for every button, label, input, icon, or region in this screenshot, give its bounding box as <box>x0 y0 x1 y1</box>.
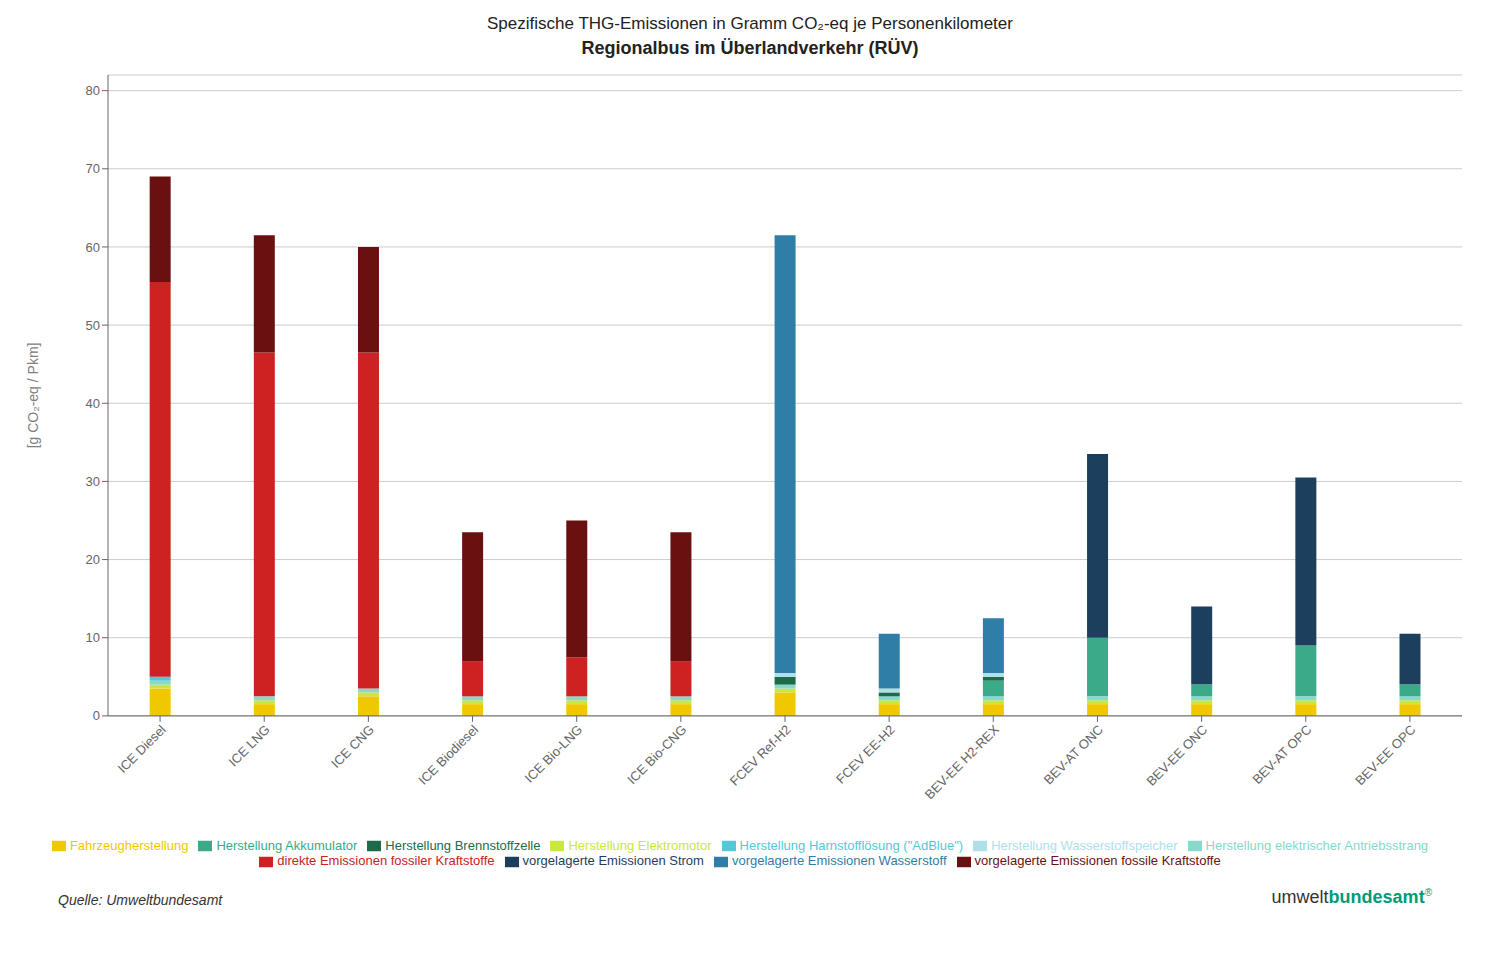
svg-text:80: 80 <box>86 83 100 98</box>
svg-text:60: 60 <box>86 240 100 255</box>
svg-text:BEV-AT ONC: BEV-AT ONC <box>1041 722 1106 787</box>
svg-text:[g CO₂-eq / Pkm]: [g CO₂-eq / Pkm] <box>25 343 41 449</box>
svg-text:ICE LNG: ICE LNG <box>225 722 272 769</box>
html-text:Herstellung Brennstoffzelle: Herstellung Brennstoffzelle <box>385 837 541 853</box>
html-text:Herstellung Elektromotor: Herstellung Elektromotor <box>568 837 712 853</box>
svg-text:ICE CNG: ICE CNG <box>328 722 377 771</box>
svg-text:ICE Bio-LNG: ICE Bio-LNG <box>522 722 586 786</box>
html-text:vorgelagerte Emissionen Strom: vorgelagerte Emissionen Strom <box>522 853 704 869</box>
svg-text:10: 10 <box>86 630 100 645</box>
html-text:Herstellung Wasserstoffspeiche: Herstellung Wasserstoffspeicher <box>991 837 1178 853</box>
svg-text:30: 30 <box>86 474 100 489</box>
svg-text:BEV-AT OPC: BEV-AT OPC <box>1249 722 1314 787</box>
html-text:Fahrzeugherstellung: Fahrzeugherstellung <box>69 837 189 853</box>
svg-text:BEV-EE OPC: BEV-EE OPC <box>1352 722 1418 788</box>
svg-text:BEV-EE H2-REX: BEV-EE H2-REX <box>922 722 1002 802</box>
html-text:Herstellung Akkumulator: Herstellung Akkumulator <box>216 837 358 853</box>
html-text:Regionalbus im Überlandverkehr: Regionalbus im Überlandverkehr (RÜV) <box>581 38 919 58</box>
html-text:Herstellung Harnstofflösung (": Herstellung Harnstofflösung ("AdBlue") <box>739 837 964 853</box>
svg-text:0: 0 <box>93 708 100 723</box>
html-text:Herstellung elektrischer Antri: Herstellung elektrischer Antriebsstrang <box>1205 837 1429 853</box>
svg-text:ICE Diesel: ICE Diesel <box>115 722 169 776</box>
html-text:vorgelagerte Emissionen fossil: vorgelagerte Emissionen fossile Kraftsto… <box>974 853 1221 869</box>
svg-text:40: 40 <box>86 396 100 411</box>
html-text:direkte Emissionen fossiler Kr: direkte Emissionen fossiler Kraftstoffe <box>277 853 495 869</box>
html-text:Quelle: Umweltbundesamt: Quelle: Umweltbundesamt <box>58 892 223 908</box>
svg-text:20: 20 <box>86 552 100 567</box>
svg-text:FCEV Ref-H2: FCEV Ref-H2 <box>727 722 794 789</box>
html-text:umwelt bundesamt®: umwelt bundesamt® <box>1271 887 1432 907</box>
svg-text:70: 70 <box>86 161 100 176</box>
html-text:vorgelagerte Emissionen Wasser: vorgelagerte Emissionen Wasserstoff <box>731 853 947 869</box>
html-text:Spezifische THG-Emissionen in: Spezifische THG-Emissionen in Gramm CO₂-… <box>487 14 1013 33</box>
svg-text:FCEV EE-H2: FCEV EE-H2 <box>833 722 898 787</box>
svg-text:ICE Biodiesel: ICE Biodiesel <box>415 722 481 788</box>
svg-text:50: 50 <box>86 318 100 333</box>
svg-text:ICE Bio-CNG: ICE Bio-CNG <box>624 722 689 787</box>
svg-text:BEV-EE ONC: BEV-EE ONC <box>1143 722 1210 789</box>
